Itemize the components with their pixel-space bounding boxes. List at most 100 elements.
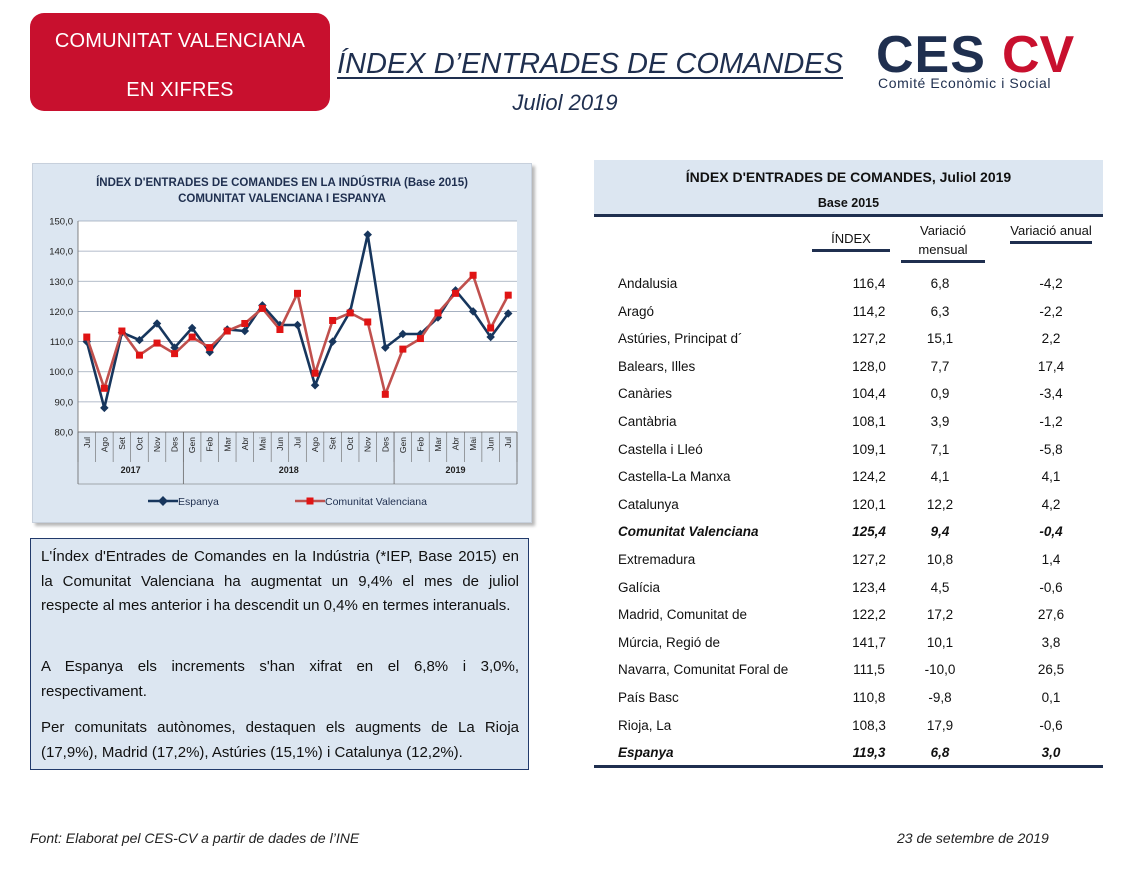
cell-anual: -0,6 <box>1039 717 1063 733</box>
summary-paragraph-2: A Espanya els increments s'han xifrat en… <box>41 658 519 700</box>
logo-mark-left: CES <box>876 26 986 84</box>
cell-anual: 27,6 <box>1037 607 1065 623</box>
cell-mensual: 0,9 <box>930 386 950 402</box>
column-headers: ÍNDEX Variació mensual Variació anual <box>594 217 1103 263</box>
plot-area: 150,0 140,0 130,0 120,0 110,0 100,0 90,0 80,0 Ju… <box>49 217 518 485</box>
point-cv <box>311 369 319 377</box>
x-tick-label: Mai <box>257 437 267 451</box>
cell-index: 116,4 <box>852 276 886 291</box>
point-espanya <box>187 323 197 333</box>
point-espanya <box>381 343 390 352</box>
cell-region: Navarra, Comunitat Foral de <box>618 662 789 678</box>
x-tick-label: Jul <box>82 437 92 448</box>
table-header: ÍNDEX D'ENTRADES DE COMANDES, Juliol 201… <box>594 160 1103 217</box>
point-espanya <box>293 320 302 330</box>
cell-region: Múrcia, Regió de <box>618 634 721 650</box>
point-cv <box>276 326 284 334</box>
x-tick-label: Gen <box>398 437 408 453</box>
point-espanya <box>310 381 320 390</box>
cell-region: Aragó <box>618 303 655 319</box>
table-row: Catalunya 120,1 12,2 4,2 <box>594 492 1103 519</box>
cell-index: 110,8 <box>852 690 886 705</box>
point-cv <box>434 309 442 317</box>
y-tick-label: 90,0 <box>55 397 74 408</box>
cell-anual: 1,4 <box>1041 552 1061 567</box>
table-row: Madrid, Comunitat de 122,2 17,2 27,6 <box>594 602 1103 629</box>
point-cv <box>100 384 108 392</box>
cell-mensual: 4,5 <box>930 579 950 595</box>
point-cv <box>452 289 460 297</box>
legend-label-espanya: Espanya <box>178 496 219 508</box>
cell-index: 104,4 <box>852 386 886 402</box>
cell-index: 128,0 <box>852 358 886 374</box>
table-row: Extremadura 127,2 10,8 1,4 <box>594 547 1103 574</box>
cell-index: 120,1 <box>852 496 886 512</box>
point-espanya <box>363 230 372 239</box>
point-cv <box>258 304 266 312</box>
col-header-mensual: Variació mensual <box>901 221 985 263</box>
point-cv <box>241 319 249 327</box>
cell-anual: -0,4 <box>1039 524 1063 540</box>
cell-region: Andalusia <box>618 276 678 291</box>
point-espanya <box>240 326 250 336</box>
y-tick-label: 130,0 <box>49 277 73 288</box>
cell-mensual: -9,8 <box>928 690 952 705</box>
cell-mensual: 10,1 <box>926 634 954 650</box>
x-tick-label: Ago <box>99 437 109 452</box>
y-tick-label: 120,0 <box>49 307 73 318</box>
legend-label-cv: Comunitat Valenciana <box>325 496 427 508</box>
table-row: Andalusia 116,4 6,8 -4,2 <box>594 271 1103 298</box>
summary-paragraph-1: L'Índex d'Entrades de Comandes en la Ind… <box>41 548 519 614</box>
cell-index: 127,2 <box>852 331 886 347</box>
x-tick-label: Feb <box>415 437 425 452</box>
y-tick-label: 80,0 <box>55 428 74 439</box>
cell-anual: -1,2 <box>1039 414 1063 429</box>
cell-mensual: 6,3 <box>930 303 950 319</box>
cell-index: 111,5 <box>853 662 885 678</box>
cell-anual: 17,4 <box>1037 358 1065 374</box>
cell-region: Extremadura <box>618 552 696 567</box>
point-espanya <box>135 335 144 345</box>
page-title: ÍNDEX D’ENTRADES DE COMANDES <box>337 48 843 80</box>
year-label: 2018 <box>279 465 299 475</box>
data-table: ÍNDEX D'ENTRADES DE COMANDES, Juliol 201… <box>594 160 1103 760</box>
cell-anual: 26,5 <box>1037 662 1065 678</box>
logo-mark-right: CV <box>1002 26 1075 84</box>
cell-anual: 4,1 <box>1041 469 1061 485</box>
point-cv <box>346 309 354 317</box>
cell-anual: 0,1 <box>1041 690 1061 705</box>
cell-region: País Basc <box>618 690 679 705</box>
y-tick-label: 100,0 <box>49 367 73 378</box>
table-row: Castella i Lleó 109,1 7,1 -5,8 <box>594 437 1103 464</box>
cell-anual: -4,2 <box>1039 276 1063 291</box>
cell-anual: 4,2 <box>1041 496 1061 512</box>
point-cv <box>416 335 424 343</box>
point-cv <box>206 344 214 352</box>
cell-mensual: 17,9 <box>926 717 954 733</box>
cell-mensual: 9,4 <box>930 524 950 540</box>
cell-anual: -2,2 <box>1039 303 1063 319</box>
cell-region: Castella-La Manxa <box>618 469 731 485</box>
point-cv <box>469 271 477 279</box>
table-row: Canàries 104,4 0,9 -3,4 <box>594 381 1103 408</box>
x-tick-label: Mai <box>468 437 478 451</box>
chart-legend: Espanya Comunitat Valenciana <box>148 496 427 508</box>
cell-mensual: 6,8 <box>930 745 950 761</box>
point-cv <box>381 390 389 398</box>
cell-index: 108,1 <box>852 414 886 429</box>
cell-region: Cantàbria <box>618 414 677 429</box>
x-tick-label: Ago <box>310 437 320 452</box>
x-tick-label: Jun <box>275 437 285 451</box>
x-tick-label: Oct <box>134 436 144 450</box>
cell-region: Castella i Lleó <box>618 441 703 457</box>
chart-panel: ÍNDEX D'ENTRADES DE COMANDES EN LA INDÚS… <box>32 163 532 523</box>
legend-marker-cv <box>306 497 314 505</box>
point-espanya <box>170 343 179 352</box>
point-espanya <box>503 309 513 318</box>
cell-region: Espanya <box>618 745 674 761</box>
point-cv <box>294 289 301 297</box>
point-espanya <box>328 337 337 346</box>
x-tick-label: Jun <box>486 437 496 451</box>
table-row: Cantàbria 108,1 3,9 -1,2 <box>594 409 1103 436</box>
cescv-logo: CES CV <box>876 26 1075 84</box>
